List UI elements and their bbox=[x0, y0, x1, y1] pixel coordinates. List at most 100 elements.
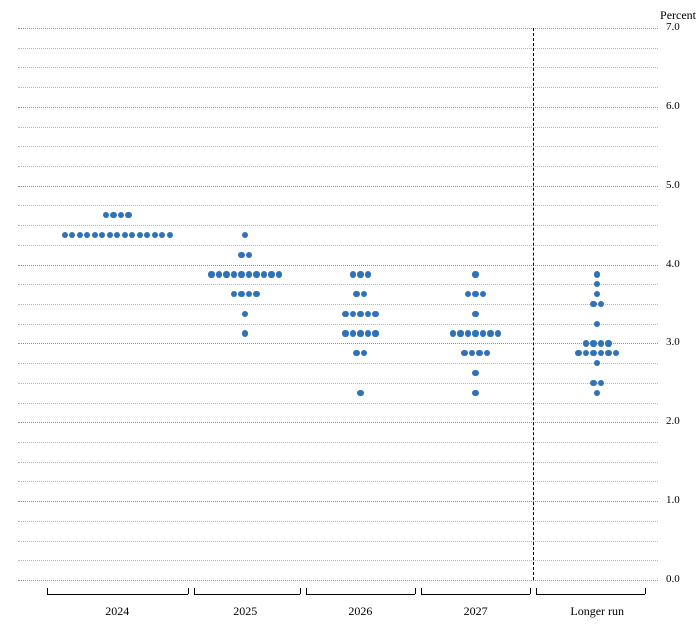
projection-dot bbox=[223, 271, 229, 277]
projection-dot bbox=[484, 350, 490, 356]
x-axis-tick bbox=[536, 588, 537, 594]
y-tick-label: 5.0 bbox=[666, 179, 680, 191]
gridline-minor bbox=[18, 442, 658, 443]
projection-dot bbox=[342, 311, 348, 317]
projection-dot bbox=[594, 321, 600, 327]
projection-dot bbox=[598, 380, 604, 386]
projection-dot bbox=[457, 330, 463, 336]
gridline-minor bbox=[18, 284, 658, 285]
projection-dot bbox=[495, 330, 501, 336]
x-axis-tick bbox=[194, 588, 195, 594]
projection-dot bbox=[372, 330, 378, 336]
gridline-major bbox=[18, 580, 658, 581]
projection-dot bbox=[476, 350, 482, 356]
projection-dot bbox=[253, 271, 259, 277]
x-category-label: 2027 bbox=[464, 604, 488, 619]
y-tick-label: 3.0 bbox=[666, 336, 680, 348]
gridline-minor bbox=[18, 324, 658, 325]
gridline-minor bbox=[18, 363, 658, 364]
projection-dot bbox=[114, 232, 120, 238]
projection-dot bbox=[238, 291, 244, 297]
projection-dot bbox=[246, 291, 252, 297]
projection-dot bbox=[357, 330, 363, 336]
projection-dot bbox=[590, 380, 596, 386]
projection-dot bbox=[84, 232, 90, 238]
gridline-minor bbox=[18, 245, 658, 246]
gridline-minor bbox=[18, 541, 658, 542]
gridline-major bbox=[18, 107, 658, 108]
x-axis-segment bbox=[194, 594, 300, 595]
projection-dot bbox=[92, 232, 98, 238]
gridline-minor bbox=[18, 403, 658, 404]
projection-dot bbox=[575, 350, 581, 356]
projection-dot bbox=[242, 311, 248, 317]
projection-dot bbox=[594, 281, 600, 287]
projection-dot bbox=[353, 350, 359, 356]
projection-dot bbox=[480, 330, 486, 336]
gridline-minor bbox=[18, 205, 658, 206]
projection-dot bbox=[122, 232, 128, 238]
projection-dot bbox=[246, 271, 252, 277]
gridline-major bbox=[18, 265, 658, 266]
gridline-minor bbox=[18, 127, 658, 128]
projection-dot bbox=[350, 330, 356, 336]
projection-dot bbox=[472, 271, 478, 277]
projection-dot bbox=[590, 301, 596, 307]
gridline-major bbox=[18, 186, 658, 187]
projection-dot bbox=[365, 330, 371, 336]
projection-dot bbox=[129, 232, 135, 238]
gridline-minor bbox=[18, 67, 658, 68]
projection-dot bbox=[268, 271, 274, 277]
gridline-major bbox=[18, 422, 658, 423]
projection-dot bbox=[590, 350, 596, 356]
projection-dot bbox=[605, 350, 611, 356]
x-category-label: 2024 bbox=[105, 604, 129, 619]
gridline-major bbox=[18, 501, 658, 502]
y-tick-label: 1.0 bbox=[666, 494, 680, 506]
projection-dot bbox=[110, 212, 116, 218]
projection-dot bbox=[583, 350, 589, 356]
projection-dot bbox=[613, 350, 619, 356]
projection-dot bbox=[465, 330, 471, 336]
gridline-minor bbox=[18, 166, 658, 167]
gridline-minor bbox=[18, 481, 658, 482]
x-category-label: 2026 bbox=[348, 604, 372, 619]
gridline-minor bbox=[18, 521, 658, 522]
x-axis-tick bbox=[415, 588, 416, 594]
projection-dot bbox=[357, 390, 363, 396]
projection-dot bbox=[242, 232, 248, 238]
projection-dot bbox=[598, 301, 604, 307]
projection-dot bbox=[62, 232, 68, 238]
projection-dot bbox=[472, 390, 478, 396]
x-category-label: Longer run bbox=[570, 604, 624, 619]
projection-dot bbox=[361, 350, 367, 356]
projection-dot bbox=[598, 340, 604, 346]
projection-dot bbox=[465, 291, 471, 297]
projection-dot bbox=[231, 271, 237, 277]
x-axis-segment bbox=[47, 594, 188, 595]
projection-dot bbox=[276, 271, 282, 277]
projection-dot bbox=[353, 291, 359, 297]
projection-dot bbox=[231, 291, 237, 297]
projection-dot bbox=[216, 271, 222, 277]
projection-dot bbox=[125, 212, 131, 218]
longer-run-divider bbox=[533, 28, 534, 580]
projection-dot bbox=[167, 232, 173, 238]
x-axis-tick bbox=[47, 588, 48, 594]
x-axis-segment bbox=[421, 594, 530, 595]
projection-dot bbox=[487, 330, 493, 336]
projection-dot bbox=[144, 232, 150, 238]
projection-dot bbox=[472, 330, 478, 336]
projection-dot bbox=[461, 350, 467, 356]
projection-dot bbox=[472, 291, 478, 297]
projection-dot bbox=[261, 271, 267, 277]
x-category-label: 2025 bbox=[233, 604, 257, 619]
projection-dot bbox=[99, 232, 105, 238]
gridline-major bbox=[18, 28, 658, 29]
projection-dot bbox=[372, 311, 378, 317]
gridline-major bbox=[18, 343, 658, 344]
x-axis-tick bbox=[645, 588, 646, 594]
projection-dot bbox=[242, 330, 248, 336]
projection-dot bbox=[69, 232, 75, 238]
y-tick-label: 4.0 bbox=[666, 258, 680, 270]
